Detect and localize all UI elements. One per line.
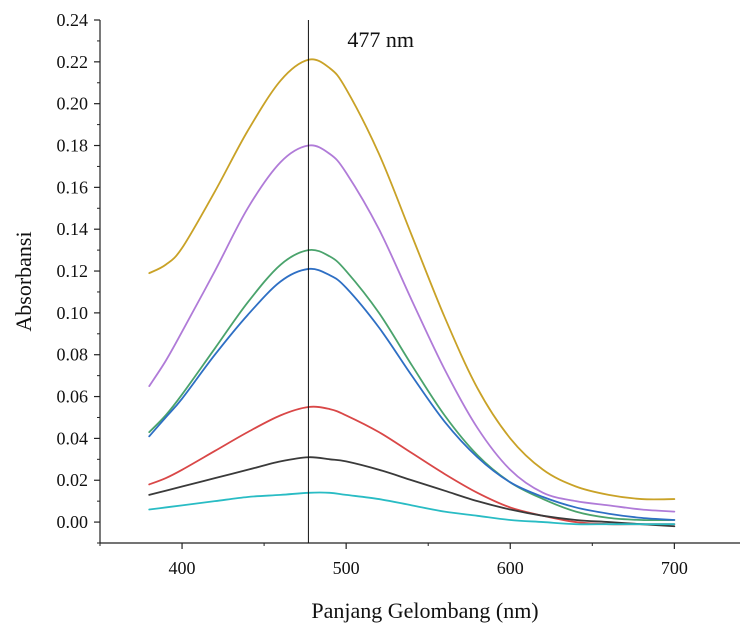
annotation-layer: 477 nm	[307, 20, 414, 543]
y-tick-label: 0.18	[57, 136, 89, 156]
series-line-2	[148, 144, 676, 513]
x-tick-label: 500	[333, 558, 360, 578]
x-tick-label: 700	[661, 558, 688, 578]
series-line-5	[148, 405, 676, 526]
y-tick-label: 0.22	[57, 52, 89, 72]
y-tick-label: 0.14	[57, 219, 89, 239]
y-tick-label: 0.00	[57, 512, 89, 532]
x-tick-label: 400	[169, 558, 196, 578]
y-tick-label: 0.24	[57, 10, 89, 30]
reference-line-label: 477 nm	[347, 27, 414, 52]
series-line-4	[148, 267, 676, 521]
series-line-1	[148, 58, 676, 501]
x-axis-label: Panjang Gelombang (nm)	[311, 598, 538, 623]
y-axis-label: Absorbansi	[11, 231, 36, 331]
series-line-6	[148, 456, 676, 528]
y-tick-label: 0.16	[57, 177, 89, 197]
y-tick-label: 0.10	[57, 303, 89, 323]
y-tick-label: 0.08	[57, 345, 89, 365]
axes-layer: 0.00 0.02 0.04 0.06 0.08 0.10 0.12 0.14 0.16 0.18…	[11, 10, 740, 623]
y-tick-label: 0.02	[57, 470, 89, 490]
y-tick-label: 0.06	[57, 387, 89, 407]
y-tick-label: 0.12	[57, 261, 89, 281]
series-line-7	[148, 491, 676, 526]
series-layer	[148, 58, 676, 528]
y-tick-label: 0.20	[57, 94, 89, 114]
x-tick-label: 600	[497, 558, 524, 578]
series-line-3	[148, 248, 676, 522]
y-tick-label: 0.04	[57, 428, 89, 448]
